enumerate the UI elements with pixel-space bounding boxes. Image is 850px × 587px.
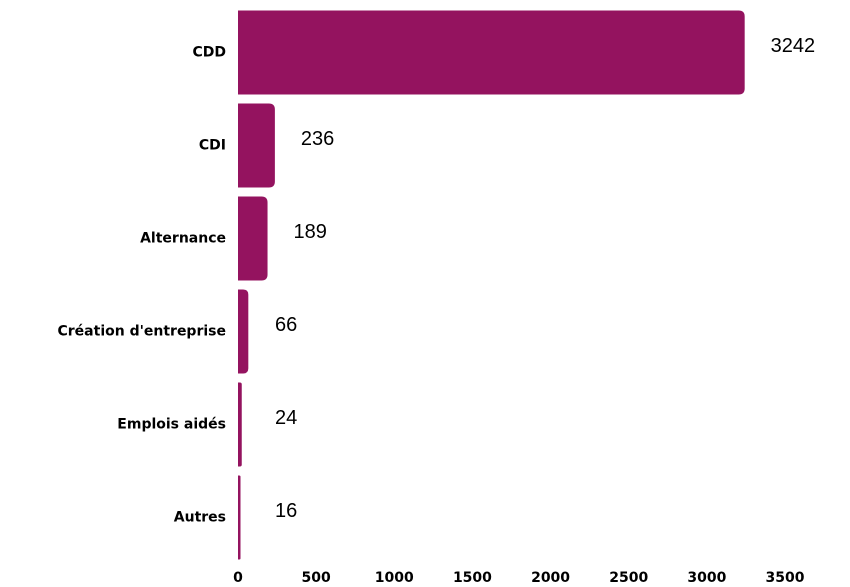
value-label: 3242: [771, 35, 816, 57]
bar: [238, 196, 268, 281]
y-tick-label: CDI: [199, 138, 226, 154]
value-label: 16: [275, 500, 297, 522]
bar: [238, 103, 275, 188]
y-tick-label: CDD: [192, 45, 226, 61]
x-tick-label: 3500: [766, 570, 805, 586]
bar: [238, 382, 242, 467]
x-tick-label: 2000: [531, 570, 570, 586]
y-tick-label: Emplois aidés: [117, 417, 226, 433]
value-label: 24: [275, 407, 297, 429]
value-label: 236: [301, 128, 334, 150]
value-label: 66: [275, 314, 297, 336]
x-tick-label: 500: [302, 570, 331, 586]
y-tick-label: Autres: [174, 510, 226, 526]
bar: [238, 289, 249, 374]
value-label: 189: [294, 221, 327, 243]
x-tick-label: 1500: [453, 570, 492, 586]
x-tick-label: 2500: [609, 570, 648, 586]
x-tick-label: 3000: [687, 570, 726, 586]
x-tick-label: 1000: [375, 570, 414, 586]
x-tick-label: 0: [233, 570, 243, 586]
y-tick-label: Alternance: [140, 231, 226, 247]
y-tick-label: Création d'entreprise: [58, 324, 227, 340]
bar: [238, 10, 745, 95]
bar: [238, 475, 241, 560]
